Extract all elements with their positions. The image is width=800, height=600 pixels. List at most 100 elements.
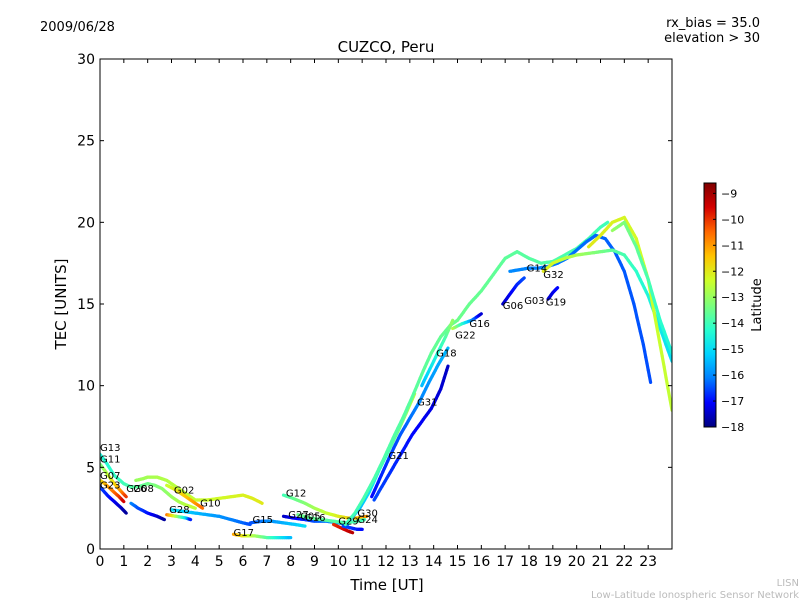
series-G10-8 xyxy=(169,508,252,527)
series-G16-21 xyxy=(451,312,483,331)
satellite-label-G29: G29 xyxy=(338,517,358,528)
series-G03-24 xyxy=(508,233,653,384)
x-tick-label: 2 xyxy=(143,554,152,570)
colorbar-tick-label: −14 xyxy=(721,317,744,330)
series-segment xyxy=(521,276,526,281)
colorbar-tick-label: −10 xyxy=(721,213,744,226)
series-G24-15 xyxy=(341,524,364,532)
satellite-label-G02: G02 xyxy=(174,486,194,497)
series-segment xyxy=(123,494,128,499)
satellite-label-G17: G17 xyxy=(234,528,254,539)
elevation-label: elevation > 30 xyxy=(664,31,760,46)
series-G06-23 xyxy=(501,276,526,306)
x-tick-label: 17 xyxy=(496,554,514,570)
series-G28-7 xyxy=(165,513,193,522)
series-segment xyxy=(258,500,264,505)
satellite-label-G07: G07 xyxy=(100,471,120,482)
y-axis-label: TEC [UNITS] xyxy=(52,259,70,351)
satellite-label-G30: G30 xyxy=(357,508,377,519)
colorbar-tick-label: −12 xyxy=(721,265,744,278)
series-segment xyxy=(192,506,197,510)
x-tick-label: 23 xyxy=(639,554,657,570)
x-tick-label: 3 xyxy=(167,554,176,570)
colorbar: −9 −10 −11 −12 −13 −14 −15 −16 −17 −18 xyxy=(703,182,744,434)
satellite-label-G11: G11 xyxy=(100,454,120,465)
series-segment xyxy=(658,343,664,358)
colorbar-tick-label: −13 xyxy=(721,291,744,304)
x-tick-label: 7 xyxy=(262,554,271,570)
series-segment xyxy=(449,318,455,325)
series-G02-6 xyxy=(165,483,205,510)
x-tick-label: 21 xyxy=(592,554,610,570)
y-tick-label: 30 xyxy=(77,52,95,68)
satellite-label-G21: G21 xyxy=(388,451,408,462)
x-tick-label: 14 xyxy=(425,554,443,570)
series-G31-18 xyxy=(370,346,450,499)
satellite-label-G18: G18 xyxy=(436,348,456,359)
plot-area xyxy=(100,215,672,540)
satellite-label-G10: G10 xyxy=(200,499,220,510)
x-tick-label: 8 xyxy=(286,554,295,570)
satellite-label-G19: G19 xyxy=(546,298,566,309)
satellite-label-G15: G15 xyxy=(253,515,273,526)
colorbar-tick-label: −18 xyxy=(721,421,744,434)
x-tick-label: 22 xyxy=(615,554,633,570)
satellite-label-G13: G13 xyxy=(100,443,120,454)
axes: 0 1 2 3 4 5 6 7 8 9 10 11 12 13 14 15 16 17 18 19 20 21 22 2305… xyxy=(77,52,673,570)
colorbar-tick-label: −16 xyxy=(721,369,744,382)
series-segment xyxy=(666,386,672,401)
series-segment xyxy=(123,510,128,515)
satellite-label-G24: G24 xyxy=(357,515,377,526)
x-tick-label: 13 xyxy=(401,554,419,570)
x-tick-label: 6 xyxy=(239,554,248,570)
x-tick-label: 1 xyxy=(119,554,128,570)
satellite-label-G28: G28 xyxy=(169,505,189,516)
satellite-label-G16: G16 xyxy=(305,513,325,524)
plot-frame xyxy=(99,58,673,550)
y-tick-label: 20 xyxy=(77,215,95,231)
satellite-label-G26: G26 xyxy=(126,484,146,495)
series-segment xyxy=(444,346,450,353)
series-segment xyxy=(654,321,660,336)
y-tick-label: 10 xyxy=(77,379,95,395)
satellite-label-G08: G08 xyxy=(133,484,153,495)
series-G19-25 xyxy=(546,286,560,301)
series-G12-11 xyxy=(281,493,369,520)
series-G26-4 xyxy=(129,501,166,522)
x-tick-label: 4 xyxy=(191,554,200,570)
series-G22-20 xyxy=(420,318,455,388)
colorbar-label: Latitude xyxy=(750,278,765,332)
x-tick-label: 15 xyxy=(449,554,467,570)
x-tick-label: 19 xyxy=(544,554,562,570)
series-G13-0 xyxy=(100,452,197,510)
satellite-label-G14: G14 xyxy=(527,263,547,274)
series-segment xyxy=(656,332,662,347)
series-G11-1 xyxy=(100,462,128,499)
x-axis-label: Time [UT] xyxy=(349,576,423,594)
y-tick-label: 5 xyxy=(86,460,95,476)
satellite-label-G32: G32 xyxy=(543,270,563,281)
x-tick-label: 0 xyxy=(96,554,105,570)
series-segment xyxy=(664,375,670,390)
x-tick-label: 18 xyxy=(520,554,538,570)
series-segment xyxy=(652,310,658,325)
satellite-label-G06: G06 xyxy=(503,301,523,312)
satellite-label-G05: G05 xyxy=(300,512,320,523)
x-tick-label: 20 xyxy=(568,554,586,570)
series-G07-2 xyxy=(100,478,126,504)
satellite-label-G27: G27 xyxy=(288,510,308,521)
colorbar-tick-label: −11 xyxy=(721,239,744,252)
series-G23-3 xyxy=(100,485,128,515)
satellite-label-G22: G22 xyxy=(455,330,475,341)
series-G15-10 xyxy=(248,519,307,528)
series-segment xyxy=(650,299,656,314)
series-segment xyxy=(478,312,483,317)
series-G29-14 xyxy=(332,522,355,535)
credit-short: LISN xyxy=(777,578,799,589)
x-tick-label: 11 xyxy=(353,554,371,570)
series-G18-19 xyxy=(372,364,450,502)
x-tick-label: 12 xyxy=(377,554,395,570)
colorbar-gradient xyxy=(703,182,717,428)
